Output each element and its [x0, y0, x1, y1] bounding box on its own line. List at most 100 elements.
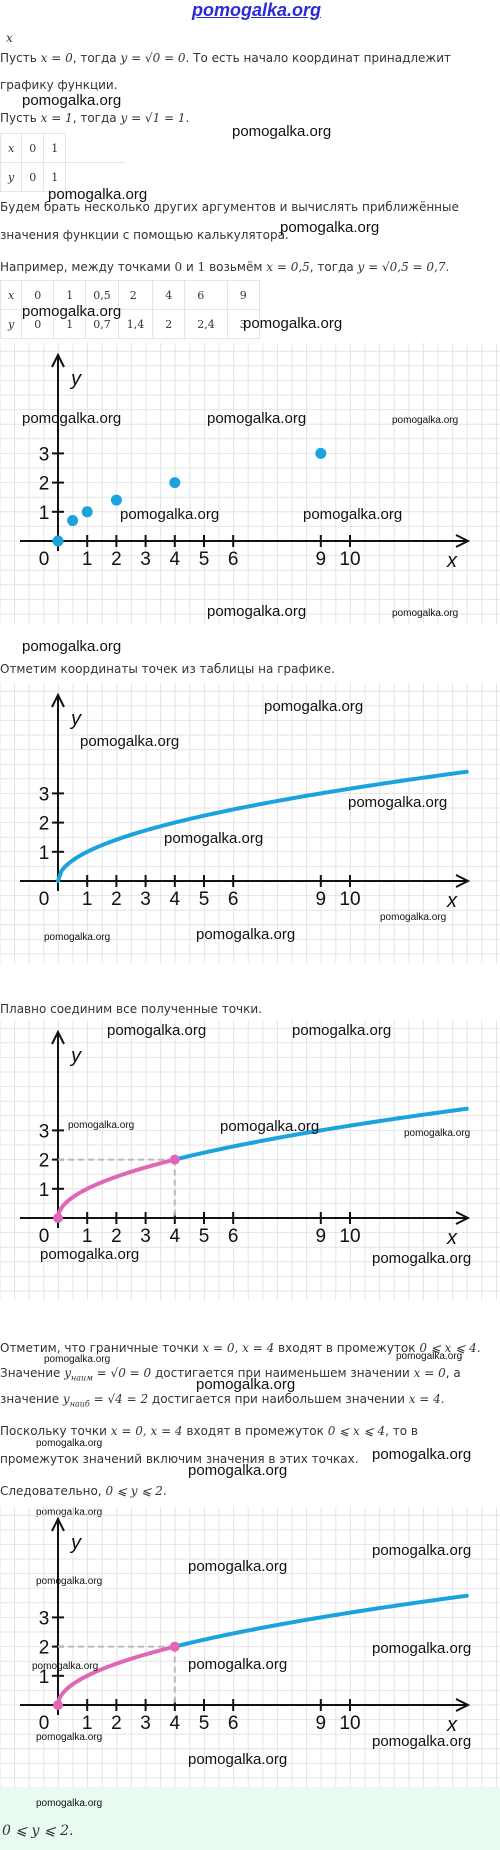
text: , тогда	[72, 111, 117, 125]
text-line-5: значения функции с помощью калькулятора.	[0, 228, 289, 242]
watermark: pomogalka.org	[40, 1246, 140, 1263]
watermark: pomogalka.org	[36, 1507, 103, 1518]
sqrt-curve	[172, 1593, 469, 1649]
x-tick-label: 9	[316, 889, 327, 910]
endpoint-end	[169, 1154, 180, 1165]
watermark: pomogalka.org	[264, 698, 364, 715]
x-tick-label: 3	[140, 549, 151, 570]
table-cell: 0,7	[85, 309, 119, 339]
x-tick-label: 5	[199, 889, 210, 910]
x-tick-label: 6	[228, 1713, 239, 1734]
x-tick-label: 1	[82, 889, 93, 910]
endpoint-start	[53, 1213, 63, 1223]
chart-axes	[20, 692, 471, 891]
sqrt-curve-highlight	[56, 1644, 177, 1707]
x-tick-label: 10	[339, 889, 360, 910]
watermark: pomogalka.org	[207, 410, 307, 427]
watermark: pomogalka.org	[188, 1462, 288, 1479]
table-cell: y	[0, 309, 23, 339]
data-point	[81, 506, 93, 518]
math: 0	[174, 260, 183, 274]
y-tick-label: 1	[39, 1180, 50, 1201]
y-tick-label: 3	[39, 784, 50, 805]
watermark: pomogalka.org	[392, 608, 459, 619]
sqrt-curve	[172, 1106, 469, 1162]
text: Поскольку точки	[0, 1424, 107, 1438]
x-tick-label: 6	[228, 889, 239, 910]
watermark: pomogalka.org	[107, 1022, 207, 1039]
watermark: pomogalka.org	[44, 932, 111, 943]
origin-label: 0	[39, 1713, 50, 1734]
x-tick-label: 2	[111, 889, 122, 910]
watermark: pomogalka.org	[22, 303, 122, 320]
math: y	[64, 1366, 72, 1380]
text: Отметим, что граничные точки	[0, 1341, 199, 1355]
values-table-1: x 0 1 y 0 1	[0, 133, 126, 192]
x-tick-label: 4	[170, 549, 181, 570]
endpoint-start	[53, 1700, 63, 1710]
chart-axes	[20, 352, 471, 551]
x-tick-label: 3	[140, 1226, 151, 1247]
watermark-top[interactable]: pomogalka.org	[192, 0, 322, 20]
watermark: pomogalka.org	[243, 315, 343, 332]
table-cell: 0	[21, 133, 45, 163]
y-tick-label: 1	[39, 503, 50, 524]
data-point	[110, 494, 122, 506]
text-line-1: Пусть x = 0, тогда y = √0 = 0. То есть н…	[0, 50, 451, 66]
x-axis-label: x	[446, 890, 458, 912]
watermark: pomogalka.org	[372, 1733, 472, 1750]
table-row: x 0 1 0,5 2 4 6 9	[0, 280, 260, 310]
text: , тогда	[72, 51, 117, 65]
table-cell: 1	[43, 162, 67, 192]
table-cell: 2	[152, 309, 186, 339]
x-tick-label: 10	[339, 549, 360, 570]
watermark: pomogalka.org	[372, 1542, 472, 1559]
origin-label: 0	[39, 549, 50, 570]
text-line-13: промежуток значений включим значения в э…	[0, 1452, 359, 1466]
watermark: pomogalka.org	[232, 123, 332, 140]
x-axis-arrow	[455, 874, 471, 888]
x-tick-label: 4	[170, 1713, 181, 1734]
x-tick-label: 9	[316, 1713, 327, 1734]
x-tick-label: 1	[82, 1226, 93, 1247]
watermark: pomogalka.org	[196, 1376, 296, 1393]
text-line-3: Пусть x = 1, тогда y = √1 = 1.	[0, 110, 189, 126]
math: y = √1 = 1.	[120, 111, 190, 125]
watermark: pomogalka.org	[36, 1438, 103, 1449]
text: Например, между точками	[0, 260, 171, 274]
math-sub: наим	[71, 1373, 93, 1383]
math: x = 1	[40, 111, 73, 125]
table-cell: 4	[152, 280, 186, 310]
sqrt-curve	[56, 769, 469, 883]
values-table-2: x 0 1 0,5 2 4 6 9 y 0 1 0,7 1,4 2 2,4 3	[0, 280, 260, 339]
math: 0 ⩽ x ⩽ 4.	[419, 1341, 481, 1355]
text: Пусть	[0, 111, 37, 125]
text: , а	[445, 1366, 461, 1380]
text: Пусть	[0, 51, 37, 65]
origin-label: 0	[39, 889, 50, 910]
text: . То есть начало координат принадлежит	[185, 51, 452, 65]
y-tick-label: 2	[39, 814, 50, 835]
table-row: y 0 1	[0, 162, 126, 192]
text-line-7: Отметим координаты точек из таблицы на г…	[0, 662, 335, 676]
text-line-12: Поскольку точки x = 0, x = 4 входят в пр…	[0, 1423, 418, 1439]
text: Следовательно,	[0, 1484, 102, 1498]
table-cell: 2,4	[184, 309, 228, 339]
math: x = 0	[40, 51, 73, 65]
math: 0 ⩽ y ⩽ 2.	[105, 1484, 167, 1498]
table-cell: x	[0, 133, 23, 163]
y-tick-label: 3	[39, 1121, 50, 1142]
watermark: pomogalka.org	[22, 638, 122, 655]
y-tick-label: 2	[39, 1151, 50, 1172]
x-axis-arrow	[455, 1211, 471, 1225]
x-tick-label: 4	[170, 1226, 181, 1247]
watermark: pomogalka.org	[220, 1118, 320, 1135]
watermark: pomogalka.org	[44, 1354, 111, 1365]
text-line-11: значение yнаиб = √4 = 2 достигается при …	[0, 1391, 445, 1412]
math: x = 0, x = 4	[202, 1341, 275, 1355]
table-cell: 0	[21, 280, 55, 310]
